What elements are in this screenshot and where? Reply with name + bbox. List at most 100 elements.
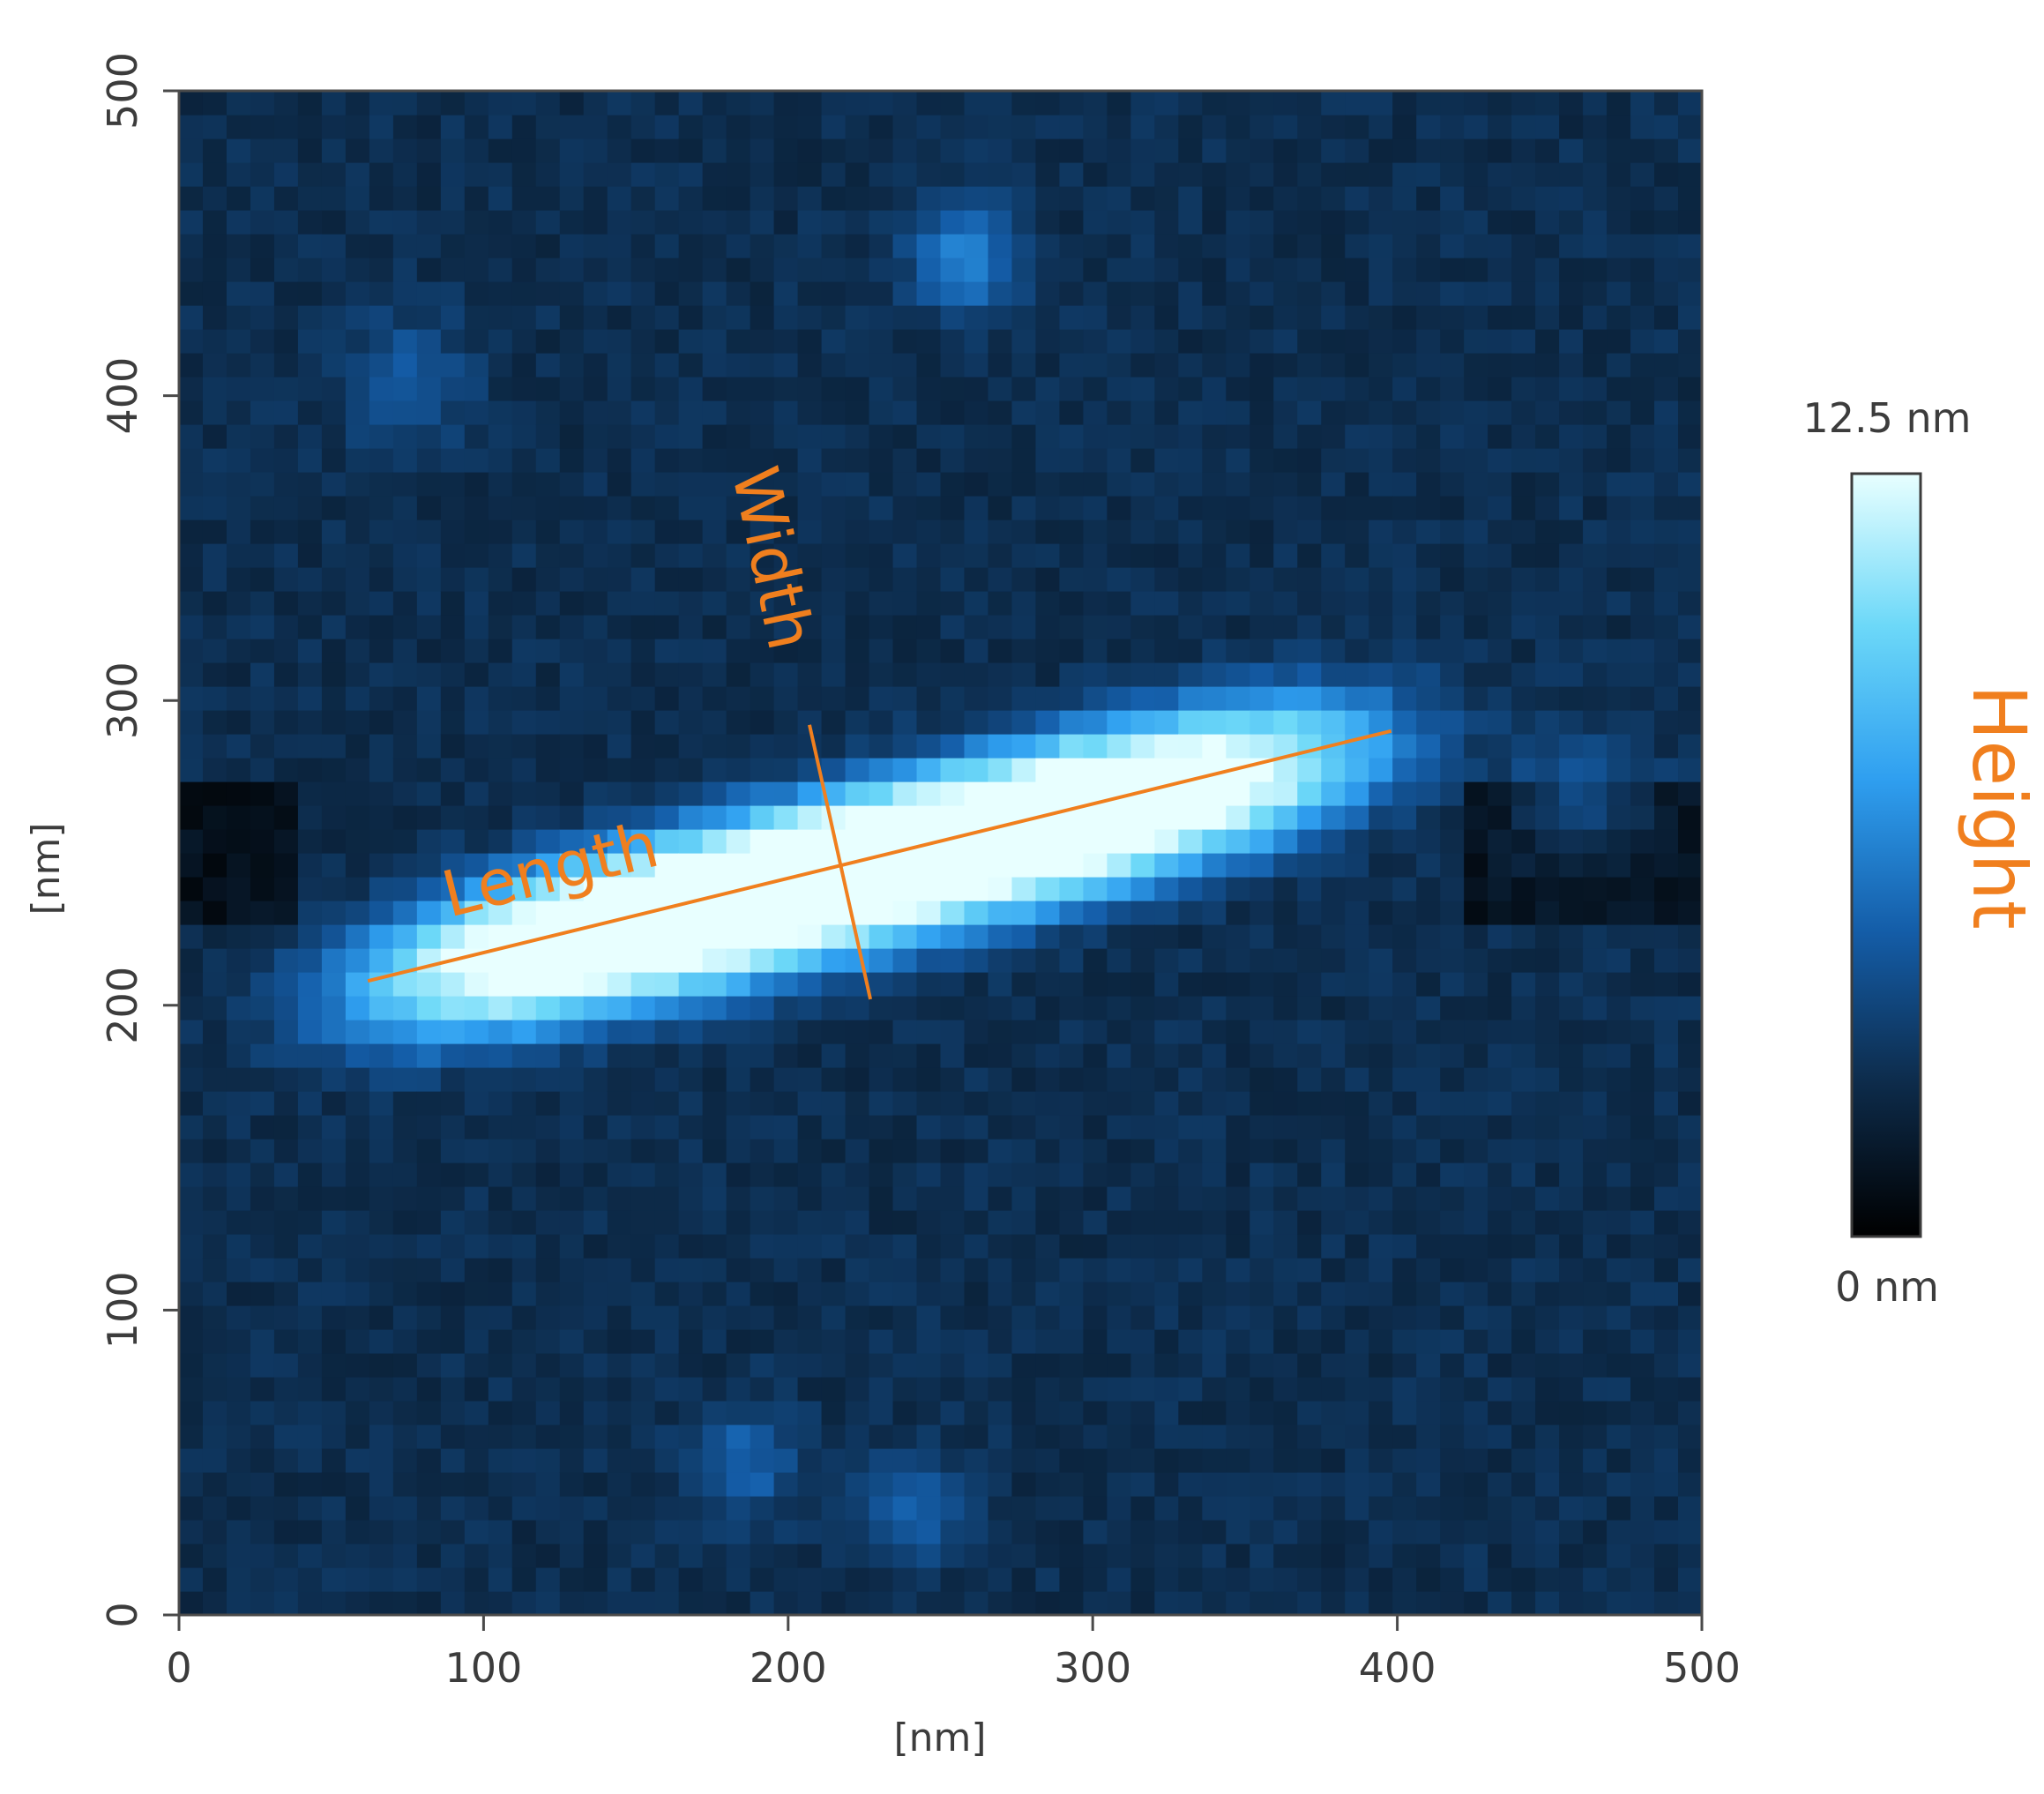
heatmap-cell [607, 400, 632, 425]
heatmap-cell [1154, 1448, 1179, 1473]
heatmap-cell [321, 948, 347, 973]
heatmap-cell [321, 1210, 347, 1235]
heatmap-cell [726, 972, 751, 997]
heatmap-cell [273, 1282, 299, 1306]
heatmap-cell [1178, 115, 1203, 139]
heatmap-cell [1345, 1567, 1369, 1592]
heatmap-cell [1654, 448, 1679, 473]
heatmap-cell [1035, 1377, 1061, 1402]
heatmap-cell [1297, 305, 1322, 330]
heatmap-cell [226, 1520, 251, 1544]
heatmap-cell [1154, 1091, 1179, 1116]
heatmap-cell [1559, 1567, 1584, 1592]
heatmap-cell [964, 353, 989, 377]
heatmap-cell [1369, 115, 1393, 139]
heatmap-cell [440, 805, 466, 830]
heatmap-cell [1559, 1162, 1584, 1187]
heatmap-cell [1583, 758, 1608, 782]
heatmap-cell [797, 138, 823, 163]
heatmap-cell [1273, 710, 1298, 735]
heatmap-cell [1154, 567, 1179, 592]
heatmap-cell [1273, 543, 1298, 568]
heatmap-cell [797, 924, 823, 949]
heatmap-cell [488, 662, 513, 687]
heatmap-cell [750, 496, 775, 520]
heatmap-cell [750, 162, 775, 187]
heatmap-cell [964, 924, 989, 949]
heatmap-cell [1392, 1496, 1417, 1521]
heatmap-cell [1345, 1234, 1369, 1259]
heatmap-cell [535, 734, 561, 759]
heatmap-cell [607, 1162, 632, 1187]
heatmap-cell [1369, 1329, 1393, 1354]
heatmap-cell [607, 1496, 632, 1521]
heatmap-cell [416, 496, 442, 520]
heatmap-cell [297, 210, 323, 235]
heatmap-cell [940, 1377, 966, 1402]
heatmap-cell [1154, 1567, 1179, 1592]
heatmap-cell [916, 1329, 942, 1354]
heatmap-cell [250, 710, 275, 735]
heatmap-cell [1440, 281, 1465, 306]
heatmap-cell [964, 948, 989, 973]
heatmap-cell [297, 1186, 323, 1211]
heatmap-cell [630, 91, 656, 116]
heatmap-cell [1178, 639, 1203, 663]
heatmap-cell [202, 305, 228, 330]
heatmap-cell [1630, 1020, 1655, 1044]
heatmap-cell [1345, 1591, 1369, 1616]
heatmap-cell [750, 1186, 775, 1211]
heatmap-cell [750, 1091, 775, 1116]
heatmap-cell [1059, 591, 1084, 616]
heatmap-cell [1654, 1544, 1679, 1568]
heatmap-cell [1035, 615, 1061, 639]
heatmap-cell [1369, 1305, 1393, 1330]
heatmap-cell [535, 1091, 561, 1116]
heatmap-cell [1511, 234, 1536, 258]
heatmap-cell [1511, 829, 1536, 854]
heatmap-cell [559, 424, 585, 449]
heatmap-cell [464, 1448, 489, 1473]
heatmap-cell [869, 91, 894, 116]
heatmap-cell [773, 138, 799, 163]
heatmap-cell [1130, 853, 1155, 878]
heatmap-cell [773, 1234, 799, 1259]
heatmap-cell [654, 948, 680, 973]
heatmap-cell [321, 1115, 347, 1140]
heatmap-cell [726, 805, 751, 830]
heatmap-cell [773, 758, 799, 782]
heatmap-cell [1511, 996, 1536, 1020]
heatmap-cell [773, 115, 799, 139]
heatmap-cell [916, 353, 942, 377]
heatmap-cell [1345, 1067, 1369, 1092]
heatmap-cell [1154, 1329, 1179, 1354]
heatmap-cell [1059, 1115, 1084, 1140]
heatmap-cell [369, 162, 394, 187]
heatmap-cell [964, 115, 989, 139]
heatmap-cell [250, 115, 275, 139]
heatmap-cell [583, 1162, 608, 1187]
heatmap-cell [702, 1567, 727, 1592]
heatmap-cell [940, 1305, 966, 1330]
heatmap-cell [1011, 281, 1037, 306]
heatmap-cell [1416, 829, 1441, 854]
heatmap-cell [488, 1424, 513, 1449]
heatmap-cell [869, 520, 894, 544]
heatmap-cell [1416, 1424, 1441, 1449]
heatmap-cell [1535, 686, 1560, 711]
heatmap-cell [1250, 734, 1274, 759]
heatmap-cell [369, 1282, 394, 1306]
heatmap-cell [892, 1162, 918, 1187]
heatmap-cell [392, 400, 418, 425]
heatmap-cell [1226, 710, 1250, 735]
heatmap-cell [1226, 567, 1250, 592]
heatmap-cell [297, 901, 323, 925]
heatmap-cell [797, 1162, 823, 1187]
heatmap-cell [511, 1115, 537, 1140]
heatmap-cell [892, 758, 918, 782]
heatmap-cell [345, 1329, 370, 1354]
heatmap-cell [1273, 472, 1298, 497]
heatmap-cell [1488, 662, 1512, 687]
heatmap-cell [321, 258, 347, 282]
heatmap-cell [345, 758, 370, 782]
